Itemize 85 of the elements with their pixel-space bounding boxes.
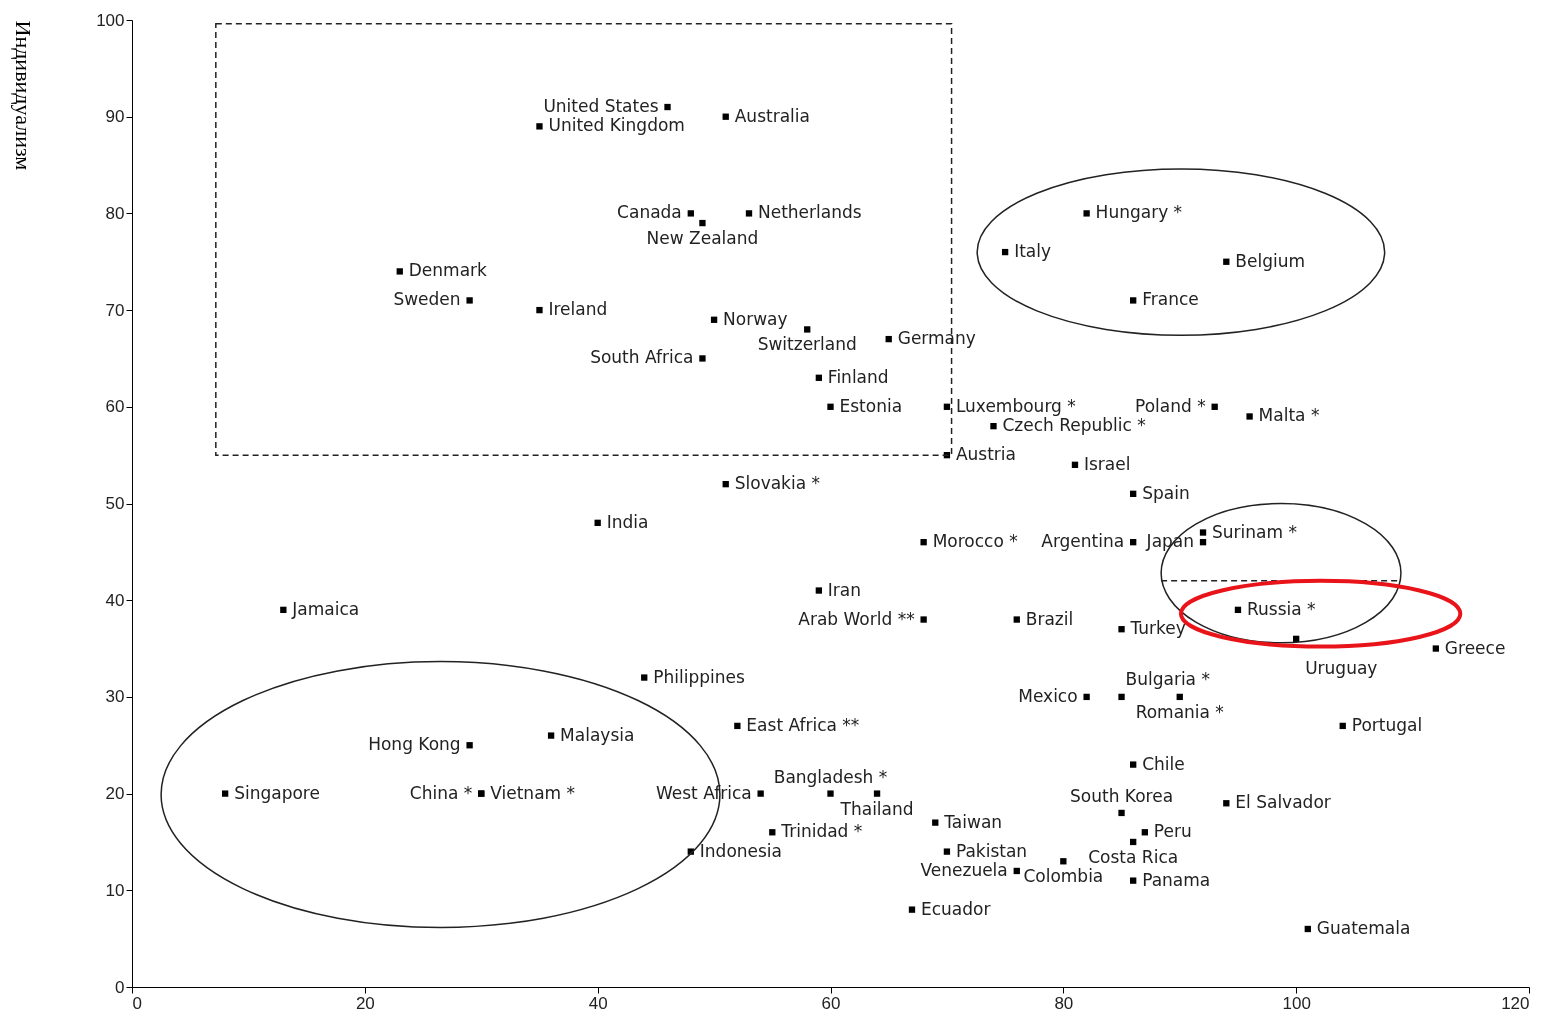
data-label: Netherlands <box>758 202 862 223</box>
data-label: Guatemala <box>1316 917 1411 938</box>
x-tick-label: 60 <box>821 993 841 1013</box>
data-label: United States <box>543 96 659 117</box>
data-label: Singapore <box>234 782 320 803</box>
y-tick-label: 60 <box>105 397 125 417</box>
data-label: Poland * <box>1135 395 1206 416</box>
data-label: Austria <box>955 444 1016 465</box>
data-label: Bangladesh * <box>773 766 888 787</box>
data-label: Malta * <box>1258 405 1320 426</box>
data-label: Brazil <box>1025 608 1074 629</box>
data-label: Argentina <box>1041 531 1125 552</box>
data-label: Australia <box>734 105 810 126</box>
y-tick-label: 20 <box>105 784 125 804</box>
data-label: Thailand <box>839 798 914 819</box>
data-label: Chile <box>1142 753 1185 774</box>
y-tick-label: 30 <box>105 687 125 707</box>
data-label: Morocco * <box>932 531 1018 552</box>
y-tick-label: 40 <box>105 590 125 610</box>
data-label: Taiwan <box>943 811 1003 832</box>
data-label: Jamaica <box>291 598 360 619</box>
y-tick-label: 70 <box>105 300 125 320</box>
data-label: Portugal <box>1351 714 1423 735</box>
data-label: Slovakia * <box>734 473 821 494</box>
data-label: Uruguay <box>1305 657 1378 678</box>
y-tick-label: 10 <box>105 880 125 900</box>
data-label: Costa Rica <box>1088 846 1179 867</box>
data-label: Russia * <box>1246 598 1316 619</box>
data-label: Czech Republic * <box>1002 415 1146 436</box>
data-label: East Africa ** <box>746 714 860 735</box>
data-label: Indonesia <box>699 840 783 861</box>
x-tick-label: 100 <box>1282 993 1311 1013</box>
data-label: Italy <box>1014 241 1052 262</box>
data-label: Belgium <box>1235 250 1306 271</box>
data-label: Peru <box>1153 821 1192 842</box>
y-tick-label: 100 <box>96 10 125 30</box>
data-label: El Salvador <box>1235 792 1331 813</box>
x-tick-label: 120 <box>1501 993 1530 1013</box>
y-tick-label: 80 <box>105 203 125 223</box>
data-label: New Zealand <box>646 228 759 249</box>
data-label: Greece <box>1444 637 1506 658</box>
data-label: France <box>1142 289 1199 310</box>
data-label: Sweden <box>393 289 461 310</box>
data-label: Pakistan <box>955 840 1028 861</box>
x-tick-label: 20 <box>355 993 375 1013</box>
data-label: India <box>606 511 649 532</box>
data-label: Philippines <box>653 666 745 687</box>
x-tick-label: 80 <box>1054 993 1074 1013</box>
x-tick-label: 40 <box>588 993 608 1013</box>
data-label: Switzerland <box>757 334 857 355</box>
data-label: Malaysia <box>560 724 635 745</box>
data-label: China * <box>409 782 473 803</box>
data-label: Vietnam * <box>490 782 576 803</box>
data-label: Estonia <box>839 395 903 416</box>
data-label: Germany <box>897 328 976 349</box>
data-label: Colombia <box>1023 866 1104 887</box>
x-tick-label: 0 <box>132 993 142 1013</box>
data-label: Surinam * <box>1212 521 1297 542</box>
data-label: Denmark <box>408 260 488 281</box>
y-tick-label: 50 <box>105 494 125 513</box>
data-label: Spain <box>1142 482 1190 503</box>
data-label: Bulgaria * <box>1125 668 1210 689</box>
data-label: Ireland <box>548 299 608 320</box>
y-tick-label: 0 <box>115 977 125 997</box>
data-label: Mexico <box>1018 685 1078 706</box>
data-label: Canada <box>617 202 682 223</box>
data-label: South Africa <box>590 347 694 368</box>
data-label: Turkey <box>1129 618 1186 639</box>
y-axis-title: Индивидуализм <box>10 20 36 171</box>
data-label: Norway <box>723 308 788 329</box>
data-label: South Korea <box>1070 785 1174 806</box>
y-tick-label: 90 <box>105 107 125 127</box>
data-label: Hungary * <box>1095 202 1183 223</box>
data-label: Hong Kong <box>368 734 461 755</box>
data-label: Ecuador <box>920 898 991 919</box>
data-label: Luxembourg * <box>955 395 1076 416</box>
data-label: Trinidad * <box>780 821 863 842</box>
data-label: Arab World ** <box>798 608 915 629</box>
data-label: United Kingdom <box>548 115 685 136</box>
data-label: Venezuela <box>920 859 1008 880</box>
data-label: Israel <box>1083 453 1131 474</box>
data-label: Finland <box>827 366 889 387</box>
data-label: Iran <box>827 579 862 600</box>
data-label: Panama <box>1142 869 1211 890</box>
data-label: Romania * <box>1135 701 1224 722</box>
